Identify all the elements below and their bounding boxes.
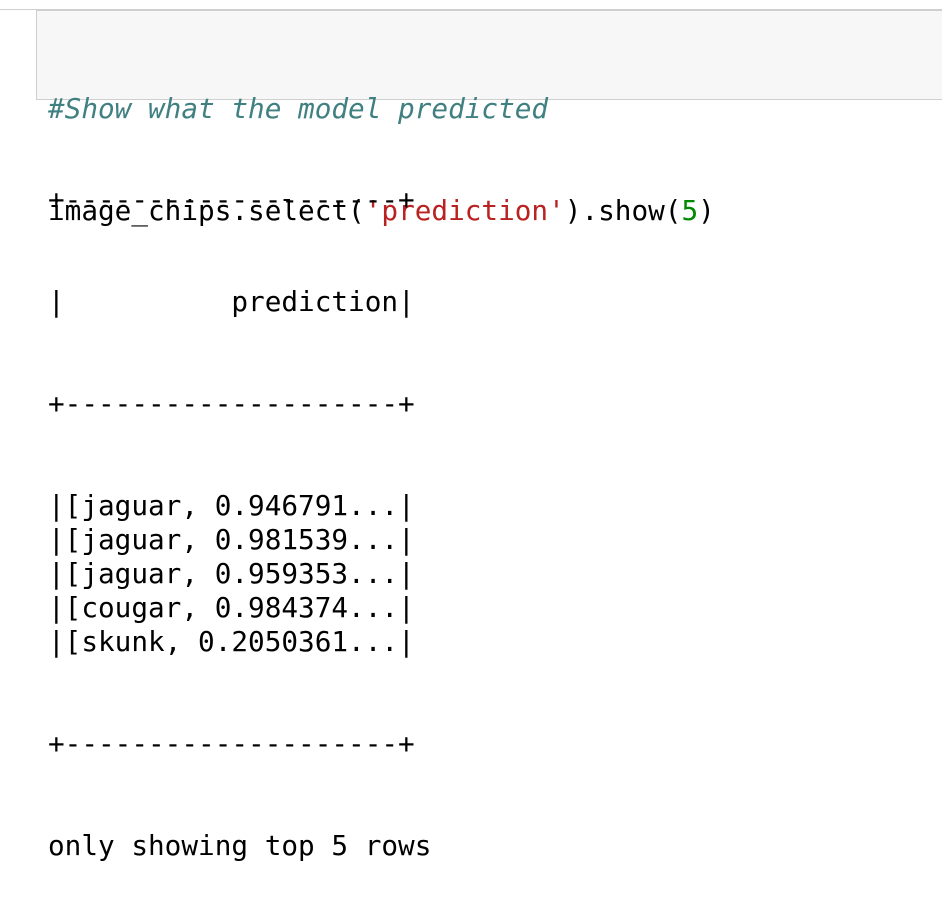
- table-border: +--------------------+: [48, 727, 415, 760]
- table-header: | prediction|: [48, 285, 415, 318]
- table-rows: |[jaguar, 0.946791...| |[jaguar, 0.981539…: [48, 489, 431, 659]
- code-cell[interactable]: #Show what the model predicted image_chi…: [36, 10, 942, 227]
- table-row: |[jaguar, 0.946791...|: [48, 489, 415, 522]
- code-comment: #Show what the model predicted: [48, 92, 549, 125]
- table-row: |[skunk, 0.2050361...|: [48, 625, 415, 658]
- code-token: ): [698, 194, 715, 227]
- cell-top: [0, 0, 942, 10]
- code-string: 'prediction': [364, 194, 565, 227]
- table-border: +--------------------+: [48, 387, 415, 420]
- table-row: |[jaguar, 0.981539...|: [48, 523, 415, 556]
- code-number: 5: [681, 194, 699, 227]
- table-row: |[cougar, 0.984374...|: [48, 591, 415, 624]
- code-area: #Show what the model predicted image_chi…: [48, 24, 715, 296]
- table-border: +--------------------+: [48, 183, 415, 216]
- code-token: .select(: [231, 194, 365, 227]
- table-row: |[jaguar, 0.959353...|: [48, 557, 415, 590]
- code-line: image_chips.select('prediction').show(5): [48, 194, 715, 228]
- output-footer: only showing top 5 rows: [48, 829, 432, 862]
- code-token: image_chips: [48, 194, 232, 227]
- page: #Show what the model predicted image_chi…: [0, 0, 942, 862]
- output-area: +--------------------+ | prediction| +--…: [48, 115, 431, 897]
- code-token: ).show(: [564, 194, 682, 227]
